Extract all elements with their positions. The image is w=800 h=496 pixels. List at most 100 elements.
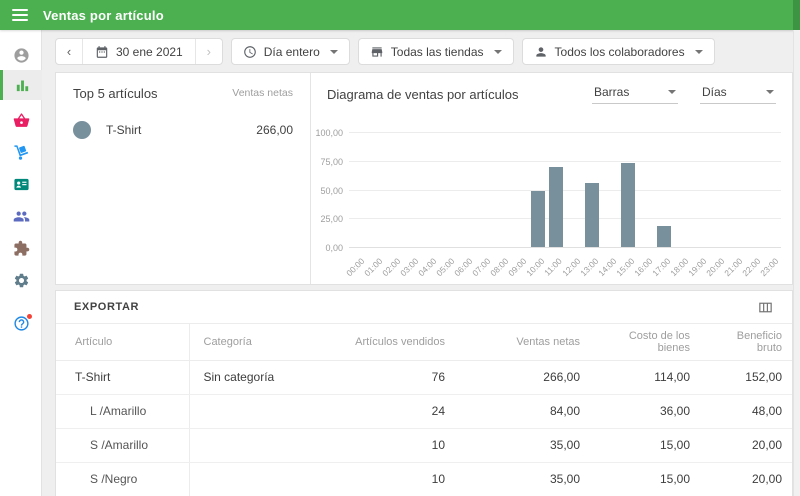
hamburger-menu-icon[interactable] — [12, 9, 28, 21]
store-filter-button[interactable]: Todas las tiendas — [358, 38, 514, 65]
caret-down-icon — [494, 50, 502, 54]
sidebar-item-account[interactable] — [0, 40, 42, 70]
date-picker-button[interactable]: 30 ene 2021 — [82, 39, 196, 64]
variant-row: S /Negro1035,0015,0020,00 — [56, 462, 792, 496]
bar-slot — [619, 132, 637, 247]
cell-net: 266,00 — [459, 360, 594, 394]
cell-sold: 76 — [329, 360, 459, 394]
top5-panel: Top 5 artículos Ventas netas T-Shirt 266,… — [56, 73, 311, 284]
cell-profit: 48,00 — [704, 394, 792, 428]
bar-slot — [745, 132, 763, 247]
bar-slot — [403, 132, 421, 247]
time-filter-label: Día entero — [264, 45, 320, 59]
calendar-icon — [95, 45, 109, 59]
bar-slot — [709, 132, 727, 247]
top5-column-header: Ventas netas — [232, 87, 293, 99]
bar-slot — [349, 132, 367, 247]
date-prev-button[interactable]: ‹ — [56, 39, 82, 64]
chart-x-labels: 00:0001:0002:0003:0004:0005:0006:0007:00… — [349, 253, 781, 283]
bar-slot — [655, 132, 673, 247]
bar-slot — [601, 132, 619, 247]
cell-article: T-Shirt — [56, 360, 189, 394]
date-filter: ‹ 30 ene 2021 › — [55, 38, 223, 65]
caret-down-icon — [668, 90, 676, 94]
chart-period-value: Días — [702, 85, 727, 99]
store-filter-label: Todas las tiendas — [391, 45, 484, 59]
column-settings-button[interactable] — [757, 299, 774, 316]
report-table-card: EXPORTAR ArtículoCategoríaArtículos vend… — [55, 290, 793, 496]
cell-net: 84,00 — [459, 394, 594, 428]
variant-row: L /Amarillo2484,0036,0048,00 — [56, 394, 792, 428]
y-tick-label: 25,00 — [320, 214, 343, 224]
person-icon — [534, 45, 548, 59]
cell-category — [189, 394, 329, 428]
cell-profit: 20,00 — [704, 428, 792, 462]
cell-category: Sin categoría — [189, 360, 329, 394]
series-dot — [73, 121, 91, 139]
export-button[interactable]: EXPORTAR — [74, 301, 139, 313]
cell-cost: 15,00 — [594, 428, 704, 462]
bar-13:00 — [585, 183, 599, 247]
sidebar-item-integrations[interactable] — [0, 233, 42, 263]
cell-article: S /Negro — [56, 462, 189, 496]
date-next-button[interactable]: › — [196, 39, 222, 64]
sidebar-item-inventory[interactable] — [0, 137, 42, 167]
bar-slot — [547, 132, 565, 247]
cell-cost: 15,00 — [594, 462, 704, 496]
item-name: T-Shirt — [106, 123, 141, 137]
cell-net: 35,00 — [459, 462, 594, 496]
sidebar-item-settings[interactable] — [0, 265, 42, 295]
gear-icon — [13, 272, 30, 289]
employee-filter-button[interactable]: Todos los colaboradores — [522, 38, 715, 65]
column-header: Artículos vendidos — [329, 324, 459, 360]
sidebar-item-employees[interactable] — [0, 169, 42, 199]
column-header: Categoría — [189, 324, 329, 360]
clock-icon — [243, 45, 257, 59]
variant-row: S /Amarillo1035,0015,0020,00 — [56, 428, 792, 462]
chart-period-select[interactable]: Días — [700, 85, 776, 104]
x-tick-label: 00:00 — [344, 256, 366, 278]
cell-profit: 20,00 — [704, 462, 792, 496]
report-table: ArtículoCategoríaArtículos vendidosVenta… — [56, 324, 792, 496]
table-body: T-ShirtSin categoría76266,00114,00152,00… — [56, 360, 792, 496]
cell-cost: 114,00 — [594, 360, 704, 394]
top5-title: Top 5 artículos — [73, 86, 158, 101]
cell-category — [189, 462, 329, 496]
sidebar-item-help[interactable] — [0, 308, 42, 338]
table-row[interactable]: T-ShirtSin categoría76266,00114,00152,00 — [56, 360, 792, 394]
bar-slot — [367, 132, 385, 247]
basket-icon — [13, 112, 30, 129]
time-filter-button[interactable]: Día entero — [231, 38, 350, 65]
chart-plot-area — [349, 132, 781, 247]
app-bar: Ventas por artículo — [0, 0, 800, 30]
item-net-sales: 266,00 — [256, 123, 293, 137]
top5-list: T-Shirt 266,00 — [56, 111, 310, 149]
caret-down-icon — [695, 50, 703, 54]
bar-15:00 — [621, 163, 635, 247]
account-icon — [13, 47, 30, 64]
employee-filter-label: Todos los colaboradores — [555, 45, 685, 59]
bar-10:00 — [531, 191, 545, 247]
bar-slot — [673, 132, 691, 247]
chevron-left-icon: ‹ — [67, 44, 71, 59]
bar-slot — [457, 132, 475, 247]
notification-badge — [26, 313, 33, 320]
top5-list-item[interactable]: T-Shirt 266,00 — [56, 111, 310, 149]
view-columns-icon — [757, 299, 774, 316]
page-title: Ventas por artículo — [43, 8, 164, 23]
filter-toolbar: ‹ 30 ene 2021 › Día entero Todas las tie… — [55, 38, 715, 65]
chart-bars — [349, 132, 781, 247]
table-header-row: ArtículoCategoríaArtículos vendidosVenta… — [56, 324, 792, 360]
bar-slot — [637, 132, 655, 247]
scrollbar[interactable] — [793, 0, 800, 496]
sidebar-item-items[interactable] — [0, 105, 42, 135]
sidebar-item-customers[interactable] — [0, 201, 42, 231]
cell-sold: 24 — [329, 394, 459, 428]
chart-type-select[interactable]: Barras — [592, 85, 678, 104]
people-icon — [13, 208, 30, 225]
cell-sold: 10 — [329, 428, 459, 462]
column-header: Ventas netas — [459, 324, 594, 360]
bar-slot — [439, 132, 457, 247]
bar-slot — [763, 132, 781, 247]
sidebar-item-reports[interactable] — [0, 70, 42, 100]
